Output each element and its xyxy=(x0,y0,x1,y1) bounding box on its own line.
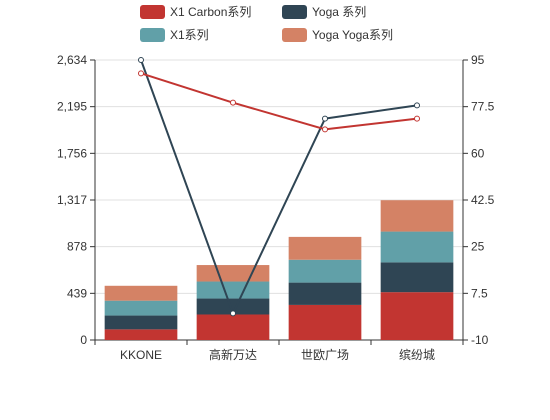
bar-segment xyxy=(104,329,178,340)
x-axis-tick-label: 缤纷城 xyxy=(399,347,435,362)
right-axis-tick-label: 25 xyxy=(471,240,485,254)
line-point xyxy=(138,57,144,63)
line-point xyxy=(414,102,420,109)
right-axis-tick-label: 95 xyxy=(471,53,485,67)
x-axis-tick-label: KKONE xyxy=(120,348,162,362)
bar-segment xyxy=(380,262,454,293)
left-axis-tick-label: 878 xyxy=(67,240,87,254)
left-axis-tick-label: 439 xyxy=(67,286,87,300)
legend-swatch xyxy=(140,28,165,42)
x-axis-tick-label: 世欧广场 xyxy=(301,348,349,362)
bar-segment xyxy=(288,236,362,260)
right-axis-tick-label: 77.5 xyxy=(471,100,495,114)
left-axis-tick-label: 2,195 xyxy=(57,100,87,114)
legend-label: Yoga Yoga系列 xyxy=(312,28,393,42)
bar-segment xyxy=(380,292,454,340)
line-point xyxy=(138,70,144,77)
legend-swatch xyxy=(282,28,307,42)
bar-segment xyxy=(288,282,362,305)
line-point xyxy=(230,310,236,317)
bar-segment xyxy=(104,315,178,330)
bar-segment xyxy=(288,259,362,283)
right-axis-tick-label: 60 xyxy=(471,146,485,160)
left-axis-tick-label: 2,634 xyxy=(57,53,87,67)
bar-segment xyxy=(104,285,178,301)
right-axis-tick-label: -10 xyxy=(471,333,489,347)
left-axis-tick-label: 0 xyxy=(80,333,87,347)
left-axis-tick-label: 1,756 xyxy=(57,146,87,160)
bar-segment xyxy=(380,200,454,232)
legend-label: X1系列 xyxy=(170,28,209,42)
bar-segment xyxy=(196,265,270,282)
legend-swatch xyxy=(282,5,307,19)
x-axis-tick-label: 高新万达 xyxy=(209,347,257,362)
legend-swatch xyxy=(140,5,165,19)
line-point xyxy=(230,99,236,106)
line-point xyxy=(414,115,420,122)
series-line xyxy=(140,59,418,315)
legend-label: Yoga 系列 xyxy=(312,5,366,19)
bar-segment xyxy=(196,314,270,340)
right-axis-tick-label: 42.5 xyxy=(471,193,495,207)
bar-segment xyxy=(196,298,270,315)
line-point xyxy=(322,126,328,133)
bar-segment xyxy=(380,231,454,263)
bar-segment xyxy=(104,300,178,316)
left-axis-tick-label: 1,317 xyxy=(57,193,87,207)
line-point xyxy=(322,115,328,122)
bar-segment xyxy=(288,304,362,340)
right-axis-tick-label: 7.5 xyxy=(471,286,488,300)
legend-label: X1 Carbon系列 xyxy=(170,5,251,19)
bar-segment xyxy=(196,281,270,299)
series-line xyxy=(140,72,418,131)
